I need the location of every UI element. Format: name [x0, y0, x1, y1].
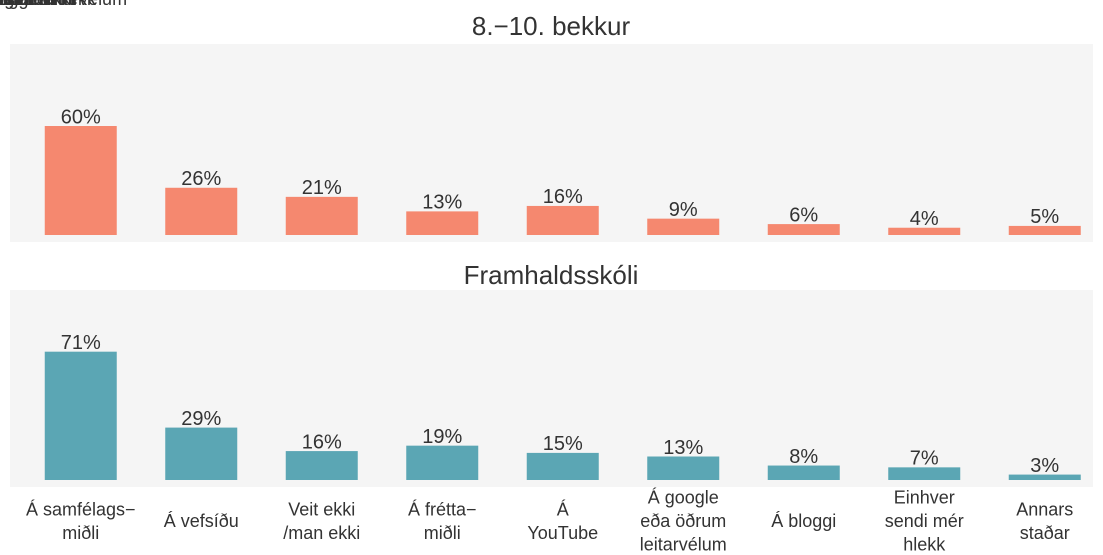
- value-label: 3%: [1030, 455, 1059, 477]
- bar: [285, 196, 358, 235]
- panel-title: Framhaldsskóli: [464, 260, 639, 290]
- bar: [888, 227, 961, 235]
- value-label: 8%: [789, 446, 818, 468]
- bar: [285, 451, 358, 480]
- bar: [767, 224, 840, 235]
- bar: [647, 218, 720, 235]
- value-label: 6%: [789, 204, 818, 226]
- value-label: 26%: [181, 168, 221, 190]
- value-label: 29%: [181, 408, 221, 430]
- value-label: 9%: [669, 199, 698, 221]
- bar: [165, 187, 238, 235]
- value-label: 16%: [543, 186, 583, 208]
- value-label: 7%: [910, 448, 939, 470]
- bar: [406, 211, 479, 235]
- bar: [1008, 225, 1081, 235]
- bar: [767, 465, 840, 480]
- value-label: 71%: [61, 332, 101, 354]
- bar: [647, 456, 720, 480]
- value-label: 13%: [663, 437, 703, 459]
- value-label: 5%: [1030, 206, 1059, 228]
- value-label: 16%: [302, 431, 342, 453]
- value-label: 15%: [543, 433, 583, 455]
- value-label: 60%: [61, 106, 101, 128]
- value-label: 21%: [302, 177, 342, 199]
- bar: [165, 427, 238, 480]
- bar: [526, 205, 599, 235]
- value-label: 4%: [910, 208, 939, 230]
- value-label: 19%: [422, 426, 462, 448]
- bar: [44, 126, 117, 235]
- bar: [406, 445, 479, 480]
- panel-title: 8.−10. bekkur: [472, 11, 631, 41]
- bar: [44, 351, 117, 480]
- bar: [888, 467, 961, 480]
- bar: [526, 452, 599, 480]
- value-label: 13%: [422, 192, 462, 214]
- bar: [1008, 474, 1081, 480]
